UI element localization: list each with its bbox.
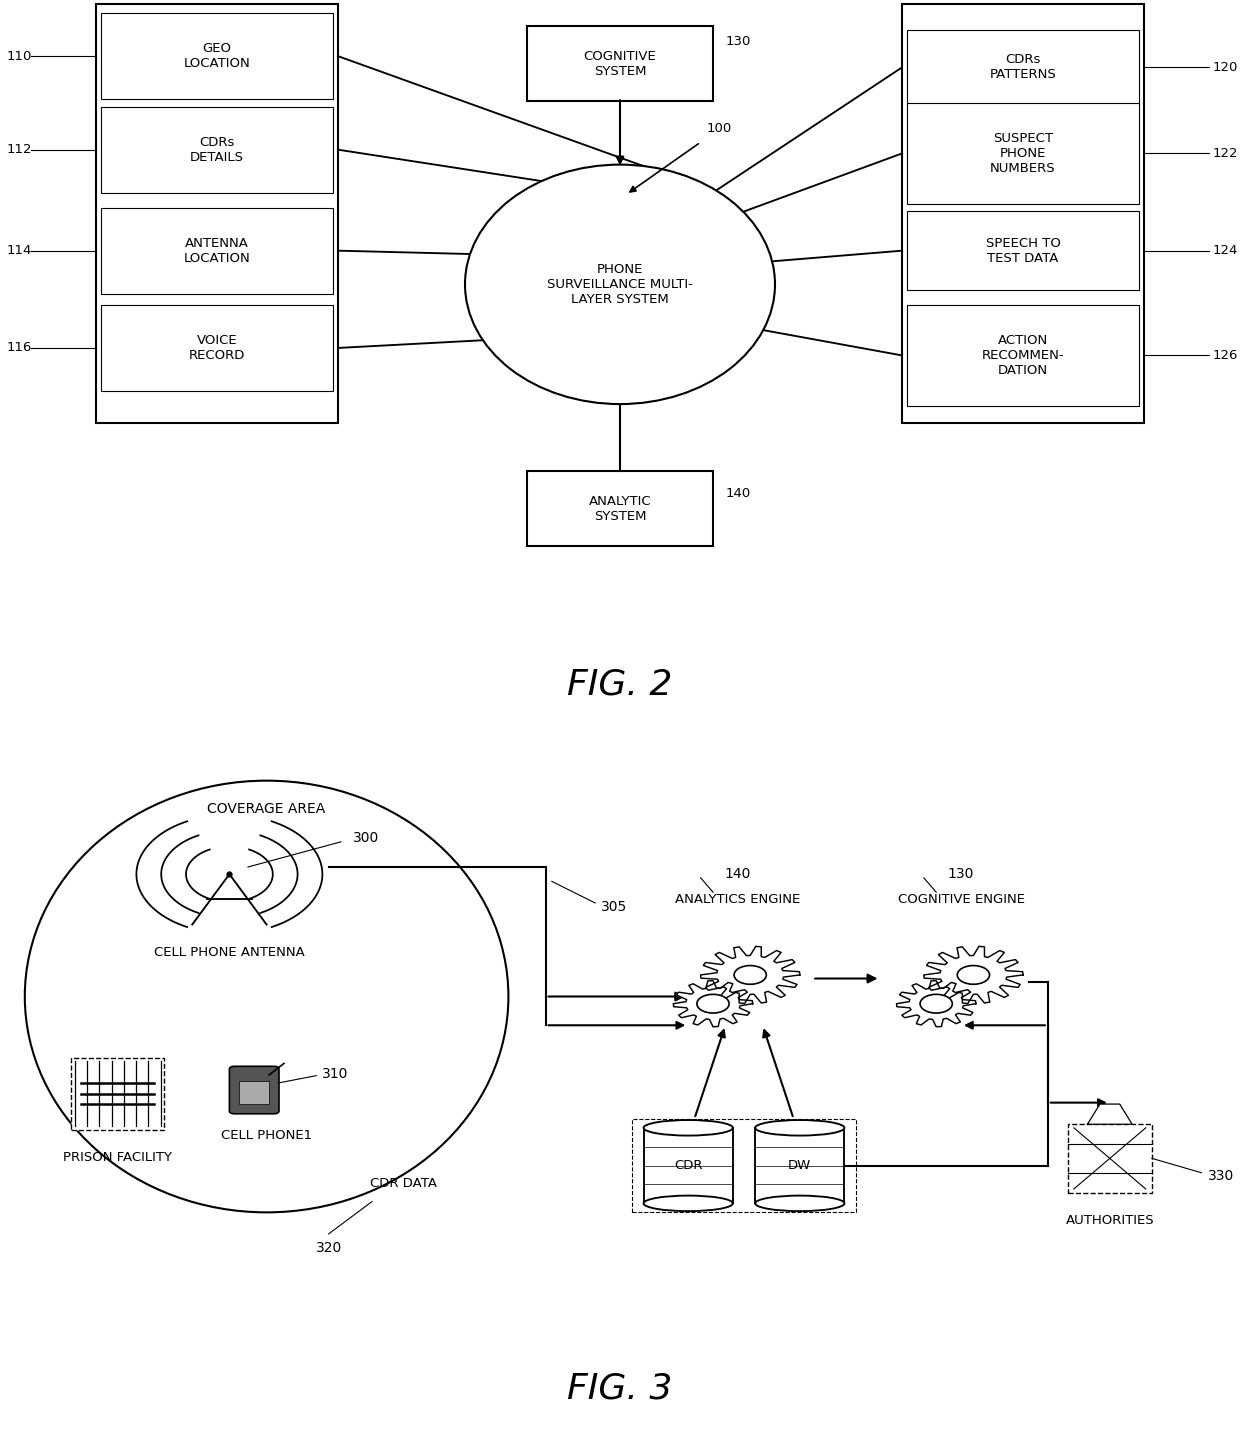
Text: 112: 112 bbox=[6, 142, 32, 157]
Text: 126: 126 bbox=[1213, 348, 1238, 363]
Ellipse shape bbox=[644, 1120, 733, 1135]
Ellipse shape bbox=[25, 780, 508, 1212]
Text: DW: DW bbox=[789, 1158, 811, 1173]
Text: VOICE
RECORD: VOICE RECORD bbox=[188, 334, 246, 363]
Text: SUSPECT
PHONE
NUMBERS: SUSPECT PHONE NUMBERS bbox=[991, 132, 1055, 176]
FancyBboxPatch shape bbox=[1068, 1124, 1152, 1193]
FancyBboxPatch shape bbox=[100, 305, 332, 391]
FancyBboxPatch shape bbox=[906, 212, 1138, 291]
Text: SPEECH TO
TEST DATA: SPEECH TO TEST DATA bbox=[986, 236, 1060, 265]
Text: FIG. 2: FIG. 2 bbox=[568, 668, 672, 702]
Text: 300: 300 bbox=[353, 832, 379, 845]
Text: ANALYTICS ENGINE: ANALYTICS ENGINE bbox=[675, 892, 801, 907]
FancyBboxPatch shape bbox=[755, 1128, 844, 1203]
FancyBboxPatch shape bbox=[71, 1058, 164, 1130]
FancyBboxPatch shape bbox=[644, 1128, 733, 1203]
Text: CDR DATA: CDR DATA bbox=[370, 1177, 436, 1190]
Text: 140: 140 bbox=[725, 488, 750, 501]
FancyBboxPatch shape bbox=[239, 1081, 269, 1104]
Text: 330: 330 bbox=[1208, 1170, 1234, 1183]
FancyBboxPatch shape bbox=[906, 30, 1138, 105]
FancyBboxPatch shape bbox=[906, 104, 1138, 204]
Text: 130: 130 bbox=[947, 868, 975, 881]
Text: FIG. 3: FIG. 3 bbox=[568, 1371, 672, 1406]
Text: 120: 120 bbox=[1213, 60, 1238, 73]
Ellipse shape bbox=[755, 1120, 844, 1135]
Text: COVERAGE AREA: COVERAGE AREA bbox=[207, 803, 326, 816]
Text: 124: 124 bbox=[1213, 245, 1238, 258]
Text: ANALYTIC
SYSTEM: ANALYTIC SYSTEM bbox=[589, 495, 651, 522]
Text: 305: 305 bbox=[601, 899, 627, 914]
Text: PHONE
SURVEILLANCE MULTI-
LAYER SYSTEM: PHONE SURVEILLANCE MULTI- LAYER SYSTEM bbox=[547, 263, 693, 307]
FancyBboxPatch shape bbox=[527, 26, 713, 101]
Text: ANTENNA
LOCATION: ANTENNA LOCATION bbox=[184, 236, 250, 265]
Ellipse shape bbox=[644, 1196, 733, 1212]
Text: 116: 116 bbox=[6, 341, 31, 354]
FancyBboxPatch shape bbox=[95, 4, 337, 423]
Text: 122: 122 bbox=[1213, 147, 1239, 160]
Text: COGNITIVE
SYSTEM: COGNITIVE SYSTEM bbox=[584, 49, 656, 78]
Text: CDR: CDR bbox=[675, 1158, 702, 1173]
FancyBboxPatch shape bbox=[229, 1066, 279, 1114]
Circle shape bbox=[957, 966, 990, 984]
Text: 130: 130 bbox=[725, 35, 750, 47]
FancyBboxPatch shape bbox=[100, 13, 332, 99]
Text: 114: 114 bbox=[6, 245, 31, 258]
FancyBboxPatch shape bbox=[901, 4, 1143, 423]
Text: 320: 320 bbox=[315, 1240, 342, 1255]
Text: CELL PHONE ANTENNA: CELL PHONE ANTENNA bbox=[154, 947, 305, 960]
Polygon shape bbox=[924, 947, 1023, 1003]
Text: 310: 310 bbox=[322, 1068, 348, 1081]
FancyBboxPatch shape bbox=[100, 106, 332, 193]
Ellipse shape bbox=[465, 164, 775, 404]
Text: PRISON FACILITY: PRISON FACILITY bbox=[63, 1151, 172, 1164]
Text: CDRs
DETAILS: CDRs DETAILS bbox=[190, 135, 244, 164]
Circle shape bbox=[920, 994, 952, 1013]
Text: AUTHORITIES: AUTHORITIES bbox=[1065, 1215, 1154, 1227]
Text: 100: 100 bbox=[707, 122, 732, 135]
Polygon shape bbox=[897, 981, 976, 1027]
Polygon shape bbox=[701, 947, 800, 1003]
Polygon shape bbox=[673, 981, 753, 1027]
Polygon shape bbox=[1087, 1104, 1132, 1124]
Text: 140: 140 bbox=[724, 868, 751, 881]
Circle shape bbox=[697, 994, 729, 1013]
Text: CDRs
PATTERNS: CDRs PATTERNS bbox=[990, 53, 1056, 82]
Text: GEO
LOCATION: GEO LOCATION bbox=[184, 42, 250, 71]
Text: ACTION
RECOMMEN-
DATION: ACTION RECOMMEN- DATION bbox=[982, 334, 1064, 377]
Text: CELL PHONE1: CELL PHONE1 bbox=[221, 1128, 312, 1143]
Ellipse shape bbox=[755, 1196, 844, 1212]
FancyBboxPatch shape bbox=[100, 207, 332, 294]
FancyBboxPatch shape bbox=[906, 305, 1138, 406]
FancyBboxPatch shape bbox=[527, 472, 713, 547]
Circle shape bbox=[734, 966, 766, 984]
Text: 110: 110 bbox=[6, 49, 31, 63]
Text: COGNITIVE ENGINE: COGNITIVE ENGINE bbox=[898, 892, 1024, 907]
